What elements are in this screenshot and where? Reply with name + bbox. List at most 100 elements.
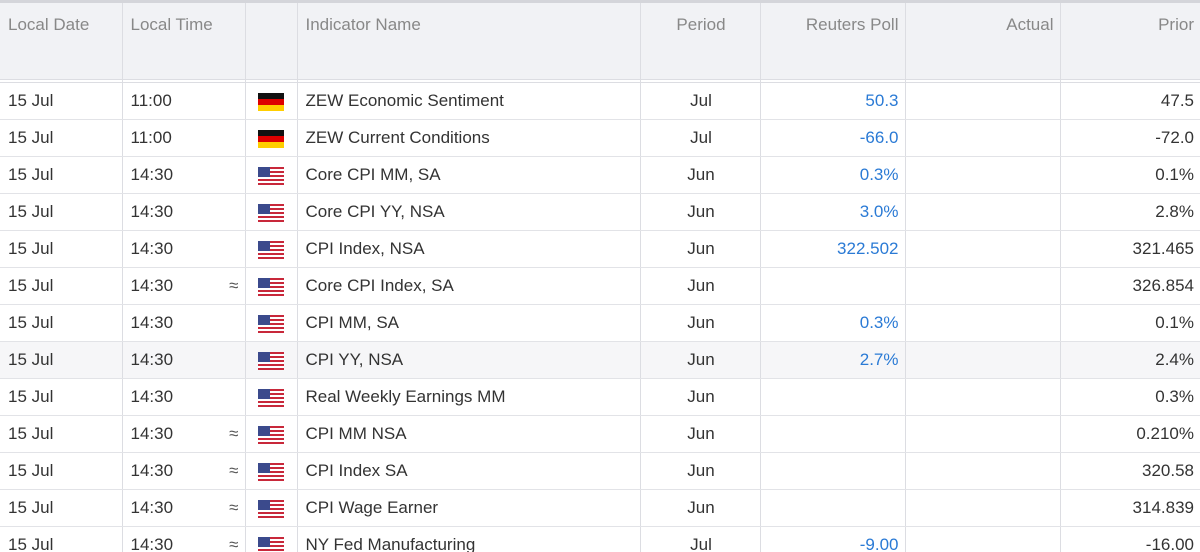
row: 15 Jul 14:30 Core CPI YY, NSA Jun 3.0% 2.8% xyxy=(0,193,1200,231)
prior-cell: 326.854 xyxy=(1060,267,1200,305)
flag-cell xyxy=(245,378,298,416)
header-cell[interactable]: Local Time xyxy=(122,0,246,80)
date-cell: 15 Jul xyxy=(0,119,123,157)
row: 15 Jul 14:30 ≈ CPI MM NSA Jun 0.210% xyxy=(0,415,1200,453)
time: 14:30 xyxy=(130,165,174,184)
header-cell[interactable]: Actual xyxy=(905,0,1061,80)
flag-cell xyxy=(245,415,298,453)
revision-marker: ≈ xyxy=(229,276,239,295)
indicator-cell: Core CPI YY, NSA xyxy=(297,193,641,231)
revision-marker: ≈ xyxy=(229,535,239,552)
poll-cell: 3.0% xyxy=(760,193,906,231)
table-body: 15 Jul 11:00 ZEW Economic Sentiment Jul 50.3… xyxy=(0,79,1200,552)
row: 15 Jul 11:00 ZEW Economic Sentiment Jul 50.3… xyxy=(0,82,1200,120)
time: 14:30 xyxy=(130,239,174,258)
date-cell: 15 Jul xyxy=(0,304,123,342)
time-cell: 14:30 ≈ xyxy=(122,526,246,552)
date-cell: 15 Jul xyxy=(0,267,123,305)
actual-cell xyxy=(905,452,1061,490)
revision-marker: ≈ xyxy=(229,424,239,443)
date-cell: 15 Jul xyxy=(0,341,123,379)
actual-cell xyxy=(905,378,1061,416)
prior-cell: 47.5 xyxy=(1060,82,1200,120)
time: 14:30 xyxy=(130,461,174,480)
prior-cell: 314.839 xyxy=(1060,489,1200,527)
poll-cell: 322.502 xyxy=(760,230,906,268)
flag-cell xyxy=(245,82,298,120)
header-row: Local Date Local Time Indicator Name Per… xyxy=(0,0,1200,80)
time-cell: 14:30 ≈ xyxy=(122,489,246,527)
actual-cell xyxy=(905,304,1061,342)
time-cell: 14:30 xyxy=(122,304,246,342)
time-cell: 14:30 ≈ xyxy=(122,452,246,490)
time: 11:00 xyxy=(130,91,172,110)
poll-cell: -66.0 xyxy=(760,119,906,157)
flag xyxy=(258,204,284,222)
indicator-cell: Real Weekly Earnings MM xyxy=(297,378,641,416)
period-cell: Jul xyxy=(640,526,761,552)
flag xyxy=(258,389,284,407)
indicator-cell: CPI Wage Earner xyxy=(297,489,641,527)
flag-cell xyxy=(245,304,298,342)
time-cell: 14:30 xyxy=(122,156,246,194)
flag xyxy=(258,278,284,296)
row: 15 Jul 14:30 ≈ NY Fed Manufacturing Jul -9.00… xyxy=(0,526,1200,552)
date-cell: 15 Jul xyxy=(0,415,123,453)
prior-cell: 0.210% xyxy=(1060,415,1200,453)
time: 14:30 xyxy=(130,424,174,443)
actual-cell xyxy=(905,156,1061,194)
actual-cell xyxy=(905,341,1061,379)
date-cell: 15 Jul xyxy=(0,452,123,490)
flag-cell xyxy=(245,526,298,552)
period-cell: Jun xyxy=(640,156,761,194)
indicator-cell: CPI Index SA xyxy=(297,452,641,490)
actual-cell xyxy=(905,526,1061,552)
indicator-cell: ZEW Economic Sentiment xyxy=(297,82,641,120)
flag xyxy=(258,315,284,333)
flag xyxy=(258,93,284,111)
time: 14:30 xyxy=(130,498,174,517)
indicator-cell: CPI YY, NSA xyxy=(297,341,641,379)
row: 15 Jul 14:30 ≈ CPI Wage Earner Jun 314.839 xyxy=(0,489,1200,527)
poll-cell: 2.7% xyxy=(760,341,906,379)
prior-cell: 321.465 xyxy=(1060,230,1200,268)
time: 14:30 xyxy=(130,202,174,221)
time-cell: 14:30 xyxy=(122,230,246,268)
actual-cell xyxy=(905,193,1061,231)
row: 15 Jul 14:30 Core CPI MM, SA Jun 0.3% 0.1% xyxy=(0,156,1200,194)
flag xyxy=(258,352,284,370)
indicator-cell: Core CPI MM, SA xyxy=(297,156,641,194)
time-cell: 14:30 xyxy=(122,378,246,416)
header-cell[interactable]: Reuters Poll xyxy=(760,0,906,80)
time-cell: 11:00 xyxy=(122,82,246,120)
header-cell[interactable]: Period xyxy=(640,0,761,80)
date-cell: 15 Jul xyxy=(0,230,123,268)
actual-cell xyxy=(905,267,1061,305)
row: 15 Jul 14:30 CPI YY, NSA Jun 2.7% 2.4% xyxy=(0,341,1200,379)
row: 15 Jul 11:00 ZEW Current Conditions Jul -66.… xyxy=(0,119,1200,157)
indicator-cell: CPI MM NSA xyxy=(297,415,641,453)
prior-cell: 2.8% xyxy=(1060,193,1200,231)
time: 14:30 xyxy=(130,276,174,295)
header-cell[interactable]: Local Date xyxy=(0,0,123,80)
flag-cell xyxy=(245,119,298,157)
prior-cell: 0.1% xyxy=(1060,304,1200,342)
row: 15 Jul 14:30 ≈ Core CPI Index, SA Jun 326.854 xyxy=(0,267,1200,305)
period-cell: Jun xyxy=(640,341,761,379)
header-cell[interactable]: Prior xyxy=(1060,0,1200,80)
poll-cell xyxy=(760,415,906,453)
revision-marker: ≈ xyxy=(229,461,239,480)
header-cell[interactable]: Indicator Name xyxy=(297,0,641,80)
flag xyxy=(258,537,284,552)
flag-cell xyxy=(245,156,298,194)
flag xyxy=(258,167,284,185)
actual-cell xyxy=(905,489,1061,527)
row: 15 Jul 14:30 Real Weekly Earnings MM Jun 0.3… xyxy=(0,378,1200,416)
flag-cell xyxy=(245,452,298,490)
flag-cell xyxy=(245,230,298,268)
period-cell: Jun xyxy=(640,304,761,342)
prior-cell: 2.4% xyxy=(1060,341,1200,379)
